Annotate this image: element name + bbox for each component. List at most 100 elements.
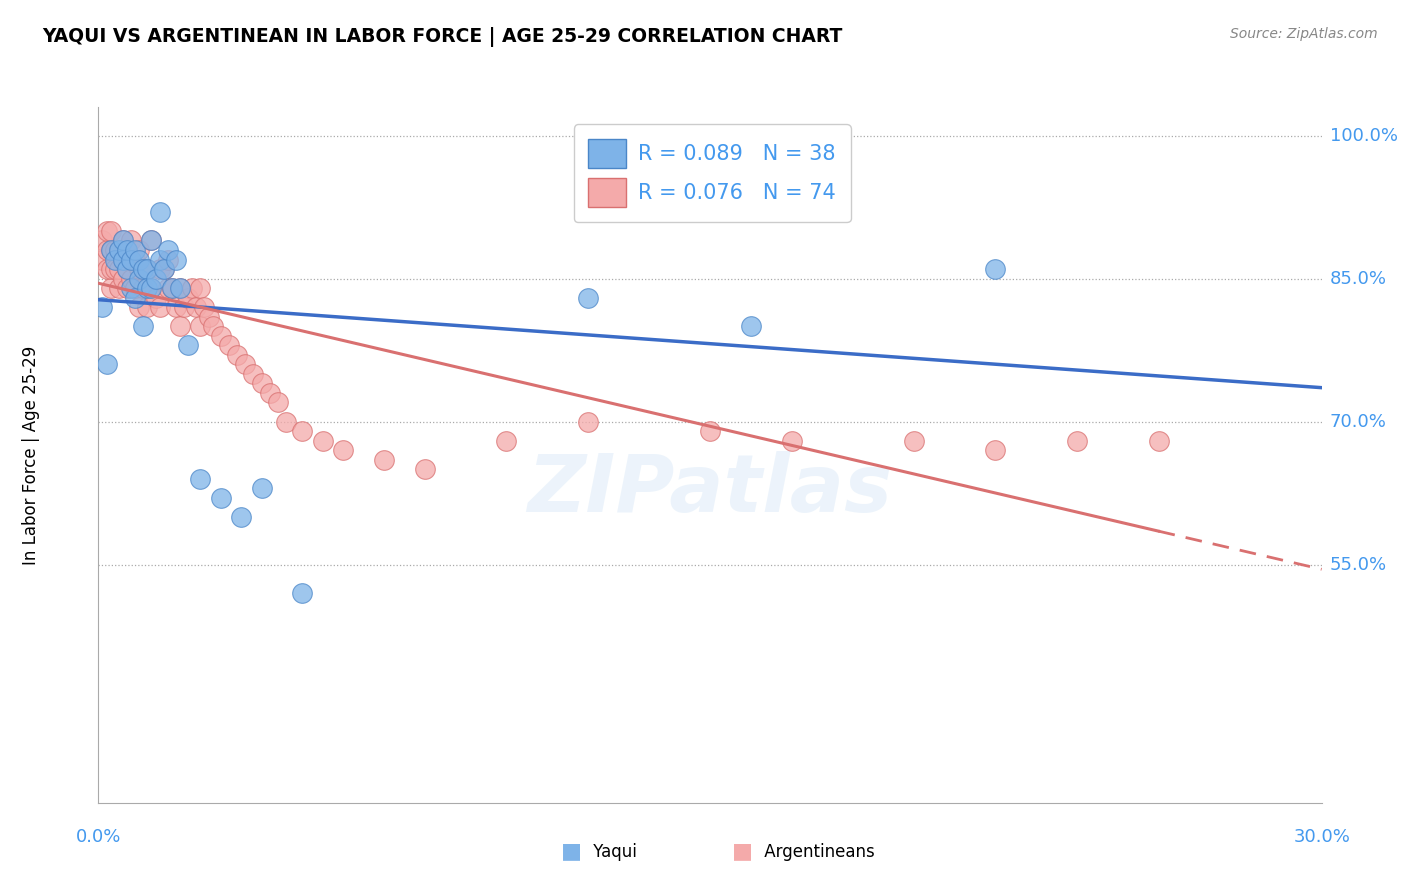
Point (250, 481, 273, 495)
Point (128, 243, 150, 257)
Text: Yaqui: Yaqui (588, 843, 637, 861)
Point (115, 262, 138, 277)
Point (132, 262, 155, 277)
Point (413, 462, 436, 476)
Point (576, 415, 599, 429)
Point (108, 281, 131, 295)
Point (231, 509, 253, 524)
Point (984, 262, 1007, 277)
Point (111, 252, 134, 267)
Point (177, 291, 200, 305)
Point (169, 281, 191, 295)
Point (124, 281, 146, 295)
Point (984, 443, 1007, 458)
Point (177, 338, 200, 352)
Point (120, 281, 142, 295)
Point (124, 291, 146, 305)
Point (780, 434, 803, 448)
Point (96, 224, 118, 238)
Point (156, 243, 179, 257)
Point (218, 338, 240, 352)
Text: ■: ■ (561, 841, 582, 862)
Point (115, 281, 138, 295)
Point (165, 252, 187, 267)
Point (100, 243, 122, 257)
Point (291, 424, 314, 438)
Text: Source: ZipAtlas.com: Source: ZipAtlas.com (1230, 27, 1378, 41)
Text: 30.0%: 30.0% (1294, 828, 1350, 846)
Point (115, 243, 138, 257)
Point (160, 281, 183, 295)
Point (141, 281, 163, 295)
Point (156, 281, 179, 295)
Point (160, 281, 183, 295)
Point (169, 319, 191, 334)
Point (100, 224, 122, 238)
Point (226, 348, 249, 362)
Point (91, 234, 114, 248)
Point (699, 424, 721, 438)
Point (201, 319, 224, 334)
Point (132, 262, 155, 277)
Point (100, 281, 122, 295)
Point (96, 357, 118, 371)
Point (145, 271, 167, 285)
Point (100, 262, 122, 277)
Text: ZIPatlas: ZIPatlas (527, 450, 893, 529)
Point (1066, 434, 1088, 448)
Point (250, 376, 273, 391)
Point (96, 243, 118, 257)
Point (740, 319, 762, 334)
Point (149, 262, 172, 277)
Point (141, 234, 163, 248)
Point (91, 300, 114, 314)
Point (104, 252, 127, 267)
Point (197, 310, 219, 324)
Point (169, 281, 191, 295)
Point (128, 252, 150, 267)
Point (124, 243, 146, 257)
Point (233, 357, 256, 371)
Point (188, 472, 212, 486)
Point (136, 300, 159, 314)
Point (136, 262, 159, 277)
Point (96, 262, 118, 277)
Point (181, 281, 204, 295)
Text: ■: ■ (733, 841, 752, 862)
Point (332, 443, 354, 458)
Text: Argentineans: Argentineans (759, 843, 875, 861)
Text: In Labor Force | Age 25-29: In Labor Force | Age 25-29 (22, 345, 41, 565)
Point (108, 262, 131, 277)
Point (108, 243, 131, 257)
Point (124, 252, 146, 267)
Point (141, 281, 163, 295)
Text: 0.0%: 0.0% (76, 828, 121, 846)
Point (91, 252, 114, 267)
Point (312, 434, 335, 448)
Point (267, 395, 290, 409)
Point (1147, 434, 1170, 448)
Point (111, 234, 134, 248)
Point (120, 234, 142, 248)
Point (149, 300, 172, 314)
Point (128, 300, 150, 314)
Point (156, 252, 179, 267)
Point (576, 291, 599, 305)
Point (104, 243, 127, 257)
Point (259, 386, 281, 401)
Point (373, 452, 395, 467)
Text: 85.0%: 85.0% (1330, 269, 1386, 287)
Point (291, 586, 314, 600)
Point (132, 319, 155, 334)
Point (120, 271, 142, 285)
Point (108, 243, 131, 257)
Point (149, 252, 172, 267)
Point (111, 252, 134, 267)
Point (186, 300, 208, 314)
Text: 70.0%: 70.0% (1330, 413, 1386, 431)
Point (115, 262, 138, 277)
Point (136, 262, 159, 277)
Point (120, 252, 142, 267)
Point (152, 262, 174, 277)
Point (120, 252, 142, 267)
